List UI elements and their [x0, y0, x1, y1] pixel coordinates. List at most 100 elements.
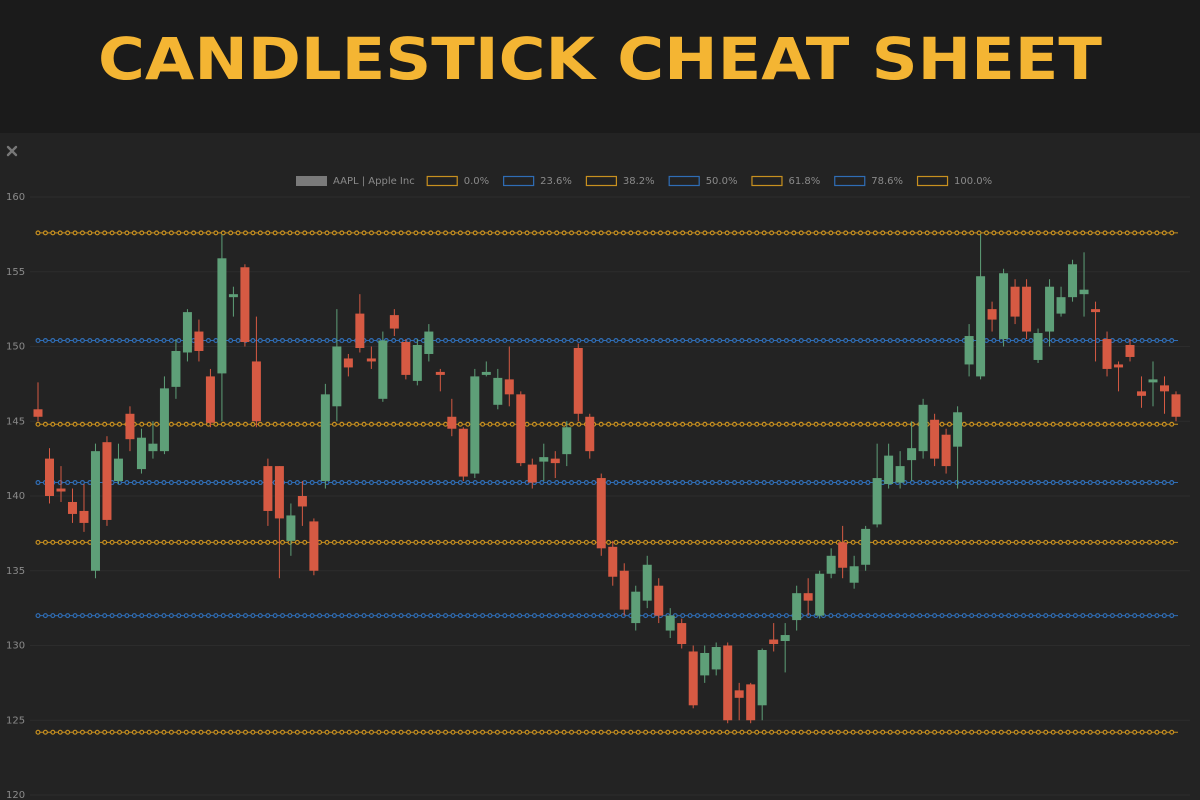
candle-body	[424, 331, 434, 354]
candle-body	[562, 427, 572, 455]
candle-body	[1079, 289, 1089, 295]
candle-body	[642, 564, 652, 601]
candle-body	[366, 358, 376, 362]
candle-body	[67, 501, 77, 514]
legend-swatch	[426, 175, 458, 187]
candle-body	[332, 346, 342, 407]
chart-title: CANDLESTICK CHEAT SHEET	[98, 25, 1102, 93]
candle-body	[585, 416, 595, 452]
candle-body	[539, 457, 549, 462]
fib-lines	[35, 230, 1181, 735]
candle-body	[435, 371, 445, 375]
candle-body	[792, 593, 802, 621]
candle-body	[826, 555, 836, 574]
candle-body	[263, 466, 273, 511]
candle-body	[412, 345, 422, 381]
candle-body	[159, 388, 169, 452]
candle-body	[389, 315, 399, 329]
candle-body	[907, 448, 917, 461]
candle-body	[608, 546, 618, 577]
candle-body	[849, 566, 859, 583]
legend-label: 23.6%	[540, 176, 572, 187]
candle-body	[769, 639, 779, 645]
candle-body	[251, 361, 261, 422]
candles	[33, 234, 1181, 724]
candle-body	[240, 267, 250, 343]
candle-body	[665, 615, 675, 631]
candle-body	[711, 646, 721, 670]
candle-body	[872, 478, 882, 525]
legend-label: 61.8%	[788, 176, 820, 187]
candle-body	[677, 623, 687, 645]
candle-body	[194, 331, 204, 351]
candle-body	[964, 336, 974, 365]
candle-body	[113, 458, 123, 482]
candle-body	[286, 515, 296, 541]
candle-body	[320, 394, 330, 482]
candle-body	[780, 635, 790, 642]
candle-body	[1125, 345, 1135, 357]
candle-body	[999, 273, 1009, 340]
legend-swatch	[296, 176, 327, 186]
candle-body	[309, 521, 319, 571]
candle-body	[516, 394, 526, 464]
close-icon[interactable]	[6, 145, 18, 157]
y-tick-label: 155	[6, 267, 25, 278]
candle-body	[1022, 286, 1032, 332]
y-tick-label: 160	[6, 192, 25, 203]
candle-body	[746, 684, 756, 721]
legend-swatch	[916, 175, 949, 187]
candle-body	[573, 347, 583, 414]
candle-body	[815, 573, 825, 616]
y-tick-label: 140	[6, 491, 25, 502]
candle-body	[861, 528, 871, 565]
candle-body	[355, 313, 365, 348]
candle-body	[274, 466, 284, 519]
candle-body	[401, 342, 411, 375]
y-tick-label: 130	[6, 641, 25, 652]
candle-body	[1010, 286, 1020, 317]
candle-body	[1091, 309, 1101, 313]
candle-body	[1114, 364, 1124, 368]
legend-label: AAPL | Apple Inc	[333, 176, 415, 187]
candle-body	[803, 593, 813, 601]
candle-body	[619, 570, 629, 610]
legend: AAPL | Apple Inc 0.0% 23.6% 38.2% 50.0% 61.8%…	[296, 175, 992, 187]
legend-swatch	[585, 175, 618, 187]
candle-body	[470, 376, 480, 474]
candle-body	[171, 350, 181, 387]
y-tick-label: 120	[6, 790, 25, 800]
candle-body	[976, 276, 986, 377]
candle-body	[343, 358, 353, 368]
candle-body	[688, 651, 698, 706]
candle-body	[596, 478, 606, 549]
candle-body	[136, 437, 146, 470]
legend-label: 38.2%	[623, 176, 655, 187]
y-tick-label: 150	[6, 342, 25, 353]
candle-body	[297, 496, 307, 507]
candle-body	[182, 312, 192, 353]
candle-body	[918, 404, 928, 452]
candle-body	[1045, 286, 1055, 332]
legend-label: 0.0%	[464, 176, 489, 187]
candle-body	[930, 419, 940, 459]
candle-body	[654, 585, 664, 616]
candle-body	[447, 416, 457, 429]
y-tick-label: 125	[6, 715, 25, 726]
candle-body	[481, 371, 491, 375]
candle-body	[1068, 264, 1078, 298]
candle-body	[1102, 339, 1112, 369]
candle-body	[838, 542, 848, 568]
candle-body	[734, 690, 744, 698]
legend-swatch	[668, 175, 700, 187]
candle-body	[757, 649, 767, 706]
candle-body	[378, 340, 388, 399]
candle-body	[79, 510, 89, 523]
candle-body	[90, 451, 100, 571]
candle-body	[723, 645, 733, 721]
candle-body	[1056, 297, 1066, 314]
candle-body	[493, 377, 503, 405]
candle-body	[148, 443, 158, 452]
candle-body	[33, 409, 43, 417]
